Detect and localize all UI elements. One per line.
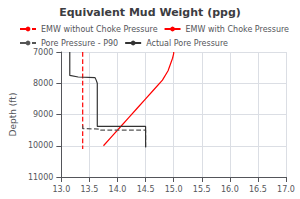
svg-text:17.0: 17.0 — [277, 185, 295, 194]
svg-text:15.0: 15.0 — [165, 185, 183, 194]
svg-text:14.5: 14.5 — [137, 185, 155, 194]
svg-text:9000: 9000 — [33, 110, 53, 119]
svg-text:EMW with Choke Pressure: EMW with Choke Pressure — [186, 25, 290, 34]
svg-text:Pore Pressure - P90: Pore Pressure - P90 — [41, 39, 118, 48]
svg-text:16.5: 16.5 — [249, 185, 267, 194]
svg-text:7000: 7000 — [33, 48, 53, 57]
svg-text:13.5: 13.5 — [81, 185, 99, 194]
svg-text:11000: 11000 — [28, 173, 53, 182]
svg-text:EMW without Choke Pressure: EMW without Choke Pressure — [41, 25, 158, 34]
svg-text:Actual Pore Pressure: Actual Pore Pressure — [146, 39, 228, 48]
svg-text:13.0: 13.0 — [52, 185, 70, 194]
svg-text:15.5: 15.5 — [193, 185, 211, 194]
svg-text:Equivalent Mud Weight (ppg): Equivalent Mud Weight (ppg) — [59, 6, 241, 19]
svg-text:8000: 8000 — [33, 79, 53, 88]
svg-text:Depth (ft): Depth (ft) — [8, 93, 18, 137]
svg-text:16.0: 16.0 — [221, 185, 239, 194]
svg-text:10000: 10000 — [28, 141, 53, 150]
svg-text:14.0: 14.0 — [109, 185, 127, 194]
